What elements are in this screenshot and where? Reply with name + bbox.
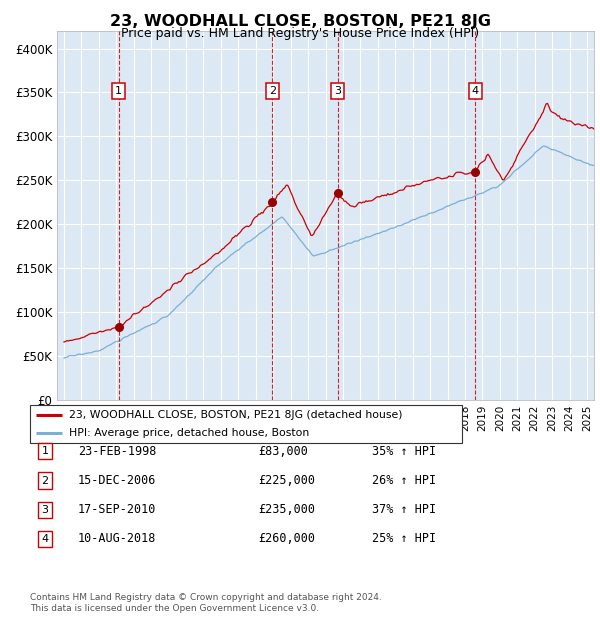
- Text: 23-FEB-1998: 23-FEB-1998: [78, 445, 157, 458]
- Text: £260,000: £260,000: [258, 533, 315, 545]
- Text: 3: 3: [334, 86, 341, 95]
- Text: 1: 1: [115, 86, 122, 95]
- Text: 2: 2: [269, 86, 276, 95]
- Text: 4: 4: [41, 534, 49, 544]
- Text: 4: 4: [472, 86, 479, 95]
- FancyBboxPatch shape: [30, 405, 462, 443]
- Text: 23, WOODHALL CLOSE, BOSTON, PE21 8JG (detached house): 23, WOODHALL CLOSE, BOSTON, PE21 8JG (de…: [69, 410, 403, 420]
- Text: £225,000: £225,000: [258, 474, 315, 487]
- Text: Price paid vs. HM Land Registry's House Price Index (HPI): Price paid vs. HM Land Registry's House …: [121, 27, 479, 40]
- Text: 2: 2: [41, 476, 49, 485]
- Text: 3: 3: [41, 505, 49, 515]
- Text: 10-AUG-2018: 10-AUG-2018: [78, 533, 157, 545]
- Text: 25% ↑ HPI: 25% ↑ HPI: [372, 533, 436, 545]
- Text: HPI: Average price, detached house, Boston: HPI: Average price, detached house, Bost…: [69, 428, 309, 438]
- Text: Contains HM Land Registry data © Crown copyright and database right 2024.
This d: Contains HM Land Registry data © Crown c…: [30, 593, 382, 613]
- Text: 37% ↑ HPI: 37% ↑ HPI: [372, 503, 436, 516]
- Text: 26% ↑ HPI: 26% ↑ HPI: [372, 474, 436, 487]
- Text: 23, WOODHALL CLOSE, BOSTON, PE21 8JG: 23, WOODHALL CLOSE, BOSTON, PE21 8JG: [110, 14, 491, 29]
- Text: 35% ↑ HPI: 35% ↑ HPI: [372, 445, 436, 458]
- Text: 1: 1: [41, 446, 49, 456]
- Text: £235,000: £235,000: [258, 503, 315, 516]
- Text: £83,000: £83,000: [258, 445, 308, 458]
- Text: 15-DEC-2006: 15-DEC-2006: [78, 474, 157, 487]
- Text: 17-SEP-2010: 17-SEP-2010: [78, 503, 157, 516]
